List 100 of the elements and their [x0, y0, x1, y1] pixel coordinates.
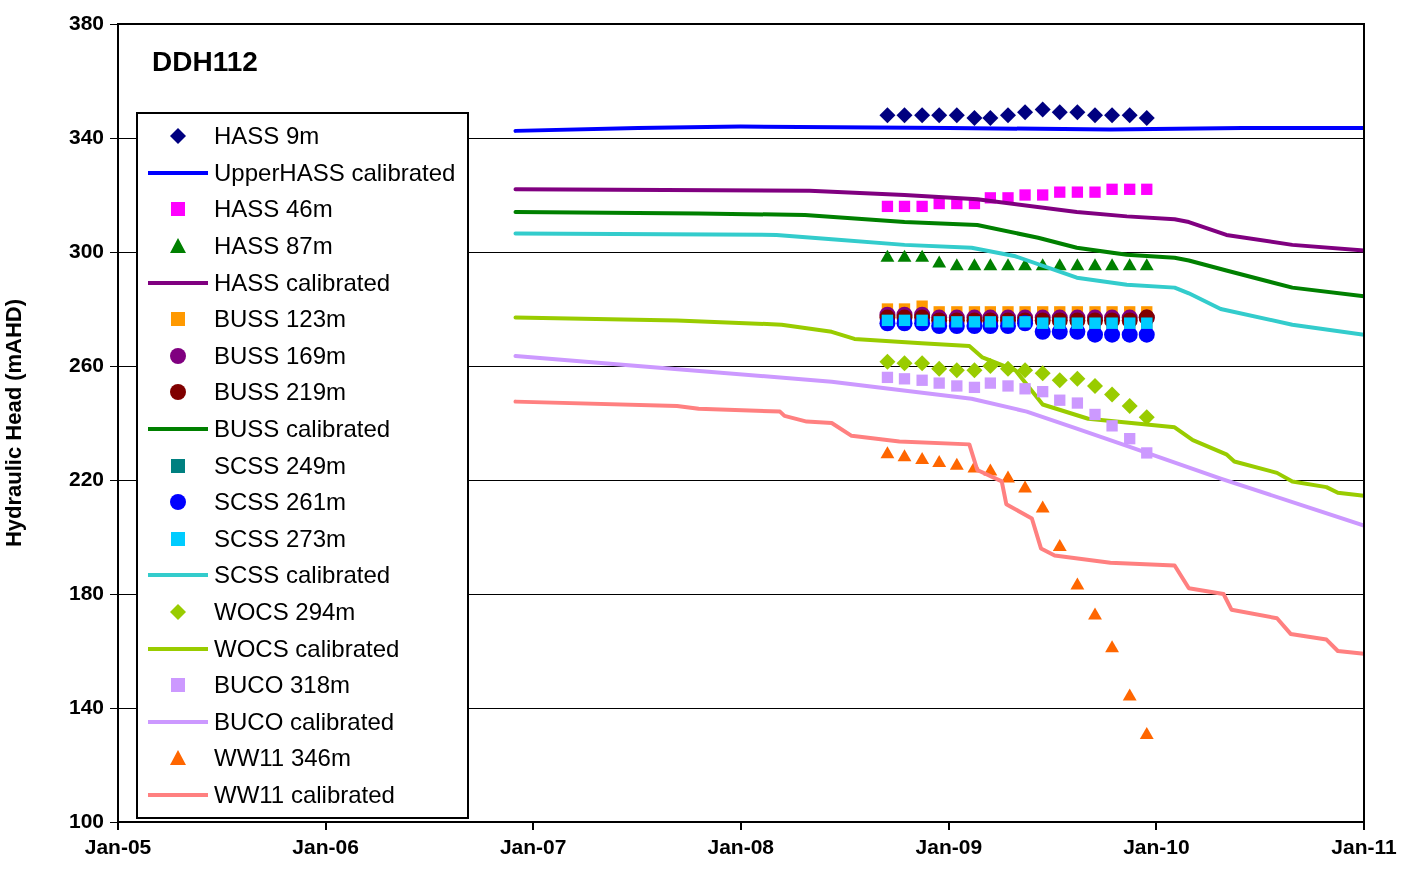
y-tick-label: 380 — [68, 10, 104, 34]
legend-label: BUSS 219m — [214, 378, 347, 407]
point — [898, 200, 911, 213]
y-tick-label: 300 — [68, 238, 104, 262]
point — [949, 258, 964, 271]
point — [1088, 258, 1102, 271]
point — [1087, 377, 1104, 394]
point — [914, 355, 931, 372]
point — [948, 362, 965, 379]
point — [1071, 186, 1084, 198]
y-tick-label: 180 — [68, 580, 104, 604]
point — [932, 255, 947, 268]
point — [1141, 183, 1153, 195]
y-axis-title: Hydraulic Head (mAHD) — [1, 298, 27, 548]
text: DDH112 — [152, 46, 258, 78]
legend-label: SCSS calibrated — [214, 561, 391, 590]
point — [1001, 258, 1015, 271]
point — [1104, 386, 1121, 403]
legend-label: HASS 46m — [214, 195, 333, 224]
legend-label: SCSS 273m — [214, 524, 347, 553]
y-tick-label: 100 — [68, 808, 104, 832]
legend-label: UpperHASS calibrated — [214, 158, 456, 187]
point — [1037, 189, 1049, 201]
point — [1087, 107, 1104, 124]
point — [931, 360, 948, 377]
legend-label: SCSS 261m — [214, 488, 347, 517]
legend-label: HASS 87m — [214, 232, 333, 261]
point — [1051, 372, 1068, 389]
legend-label: HASS 9m — [214, 122, 320, 151]
point — [914, 107, 931, 124]
point — [1138, 326, 1155, 343]
x-tick-label: Jan-09 — [915, 835, 983, 859]
point — [933, 377, 945, 389]
point — [1069, 104, 1086, 121]
legend-label: WOCS calibrated — [214, 634, 400, 663]
point — [1054, 394, 1066, 406]
point — [1121, 326, 1138, 343]
point — [880, 446, 895, 459]
point — [1017, 362, 1034, 379]
legend-label: BUCO calibrated — [214, 707, 395, 736]
point — [982, 110, 999, 127]
point — [1037, 385, 1049, 398]
point — [1089, 186, 1101, 198]
point — [1019, 383, 1031, 395]
point — [1034, 101, 1051, 118]
point — [949, 457, 964, 470]
point — [1105, 640, 1119, 653]
point — [1104, 107, 1121, 124]
point — [966, 110, 983, 127]
y-tick-label: 140 — [68, 694, 104, 718]
point — [1035, 500, 1050, 513]
legend-label: BUSS 123m — [214, 305, 347, 334]
point — [1122, 688, 1137, 701]
point — [1089, 408, 1101, 421]
point — [966, 362, 983, 379]
point — [1104, 326, 1121, 343]
point — [1054, 186, 1066, 198]
point — [1087, 326, 1104, 343]
point — [896, 355, 913, 372]
point — [1088, 607, 1102, 620]
point — [1034, 365, 1051, 382]
point — [984, 377, 997, 389]
point — [879, 107, 896, 124]
point — [896, 107, 913, 124]
point — [1124, 433, 1136, 445]
legend-label: WW11 346m — [214, 744, 351, 773]
point — [1124, 183, 1136, 195]
point — [1000, 107, 1016, 124]
point — [932, 454, 947, 467]
point — [915, 452, 930, 465]
point — [1071, 397, 1084, 409]
x-tick-label: Jan-05 — [84, 835, 152, 859]
point — [897, 449, 912, 462]
point — [1106, 183, 1118, 195]
point — [898, 373, 911, 385]
point — [1122, 258, 1137, 271]
legend-label: SCSS 249m — [214, 451, 347, 480]
point — [916, 374, 928, 386]
legend-label: WW11 calibrated — [214, 780, 395, 809]
point — [881, 200, 894, 213]
point — [1139, 258, 1154, 271]
legend-label: WOCS 294m — [214, 598, 356, 627]
y-tick-label: 340 — [68, 124, 104, 148]
point — [1001, 470, 1015, 483]
x-tick-label: Jan-08 — [707, 835, 775, 859]
point — [931, 107, 948, 124]
point — [1017, 104, 1034, 121]
point — [1105, 258, 1119, 271]
point — [1002, 316, 1014, 328]
point — [1070, 577, 1085, 590]
point — [916, 200, 928, 213]
point — [879, 353, 896, 370]
legend-label: BUCO 318m — [214, 671, 351, 700]
point — [1002, 380, 1014, 392]
point — [983, 258, 998, 271]
point — [968, 381, 981, 394]
point — [1070, 258, 1085, 271]
legend-label: BUSS 169m — [214, 341, 347, 370]
point — [951, 380, 963, 392]
point — [968, 316, 981, 328]
